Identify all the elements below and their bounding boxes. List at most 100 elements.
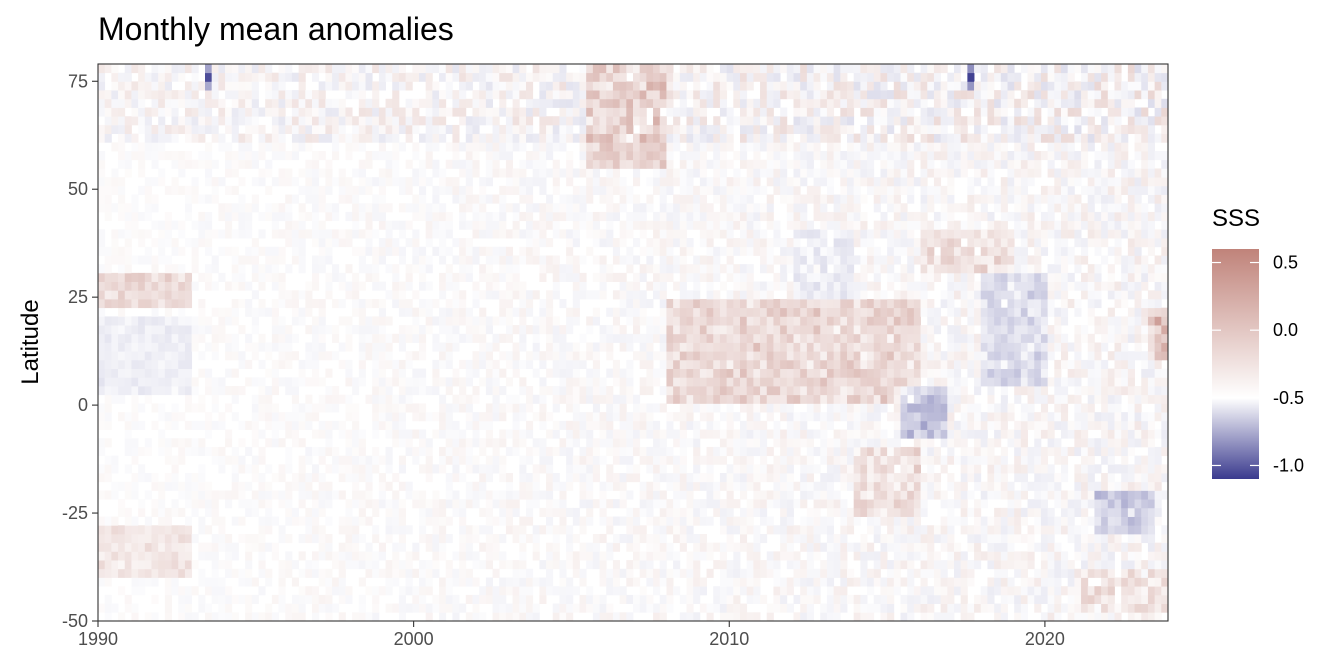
heatmap-cell — [419, 516, 427, 526]
heatmap-cell — [746, 333, 754, 343]
heatmap-cell — [639, 499, 647, 509]
heatmap-cell — [271, 403, 279, 413]
heatmap-cell — [706, 333, 714, 343]
heatmap-cell — [579, 351, 587, 361]
heatmap-cell — [291, 403, 300, 413]
heatmap-cell — [258, 307, 266, 317]
heatmap-cell — [633, 325, 641, 335]
heatmap-cell — [271, 420, 279, 430]
heatmap-cell — [218, 586, 226, 596]
heatmap-cell — [205, 342, 213, 352]
heatmap-cell — [800, 412, 808, 422]
heatmap-cell — [225, 220, 233, 230]
heatmap-cell — [392, 368, 400, 378]
heatmap-cell — [225, 90, 233, 100]
heatmap-cell — [104, 542, 112, 552]
heatmap-cell — [746, 220, 754, 230]
heatmap-cell — [746, 177, 754, 187]
heatmap-cell — [191, 116, 199, 126]
heatmap-cell — [572, 307, 580, 317]
heatmap-cell — [800, 359, 808, 370]
heatmap-cell — [760, 429, 768, 439]
heatmap-cell — [184, 333, 193, 343]
heatmap-cell — [726, 586, 734, 596]
heatmap-cell — [532, 577, 540, 587]
heatmap-cell — [679, 612, 687, 622]
heatmap-cell — [98, 577, 106, 587]
heatmap-cell — [586, 429, 594, 439]
heatmap-cell — [706, 229, 714, 239]
heatmap-cell — [599, 290, 607, 300]
heatmap-cell — [358, 368, 366, 378]
heatmap-cell — [559, 368, 567, 378]
heatmap-cell — [693, 281, 701, 291]
heatmap-cell — [225, 151, 233, 161]
heatmap-cell — [626, 342, 634, 352]
heatmap-cell — [693, 516, 701, 526]
heatmap-cell — [532, 333, 540, 343]
heatmap-cell — [586, 81, 594, 91]
heatmap-cell — [332, 116, 340, 126]
heatmap-cell — [358, 124, 366, 135]
heatmap-cell — [740, 446, 748, 457]
heatmap-cell — [726, 386, 734, 396]
heatmap-cell — [118, 72, 126, 82]
heatmap-cell — [646, 533, 654, 544]
heatmap-cell — [265, 420, 273, 430]
heatmap-cell — [205, 551, 213, 561]
heatmap-cell — [225, 333, 233, 343]
heatmap-cell — [606, 577, 614, 587]
heatmap-cell — [546, 124, 554, 135]
heatmap-cell — [271, 412, 279, 422]
heatmap-cell — [459, 533, 467, 544]
heatmap-cell — [352, 168, 360, 178]
heatmap-cell — [693, 142, 701, 152]
heatmap-cell — [706, 568, 714, 578]
heatmap-cell — [332, 298, 340, 309]
heatmap-cell — [512, 307, 520, 317]
heatmap-cell — [612, 359, 621, 370]
heatmap-cell — [793, 420, 801, 430]
heatmap-cell — [472, 481, 480, 491]
heatmap-cell — [98, 264, 106, 274]
heatmap-cell — [124, 325, 132, 335]
heatmap-cell — [291, 229, 300, 239]
heatmap-cell — [318, 568, 326, 578]
heatmap-cell — [385, 429, 393, 439]
heatmap-cell — [144, 533, 152, 544]
heatmap-cell — [706, 446, 714, 457]
heatmap-cell — [131, 586, 139, 596]
heatmap-cell — [699, 133, 707, 143]
heatmap-cell — [251, 272, 259, 282]
heatmap-cell — [526, 98, 534, 108]
heatmap-cell — [505, 359, 514, 370]
heatmap-cell — [285, 455, 293, 465]
heatmap-cell — [405, 560, 413, 570]
heatmap-cell — [231, 368, 239, 378]
heatmap-cell — [439, 412, 447, 422]
heatmap-cell — [452, 368, 460, 378]
heatmap-cell — [131, 229, 139, 239]
heatmap-cell — [800, 124, 808, 135]
heatmap-cell — [225, 281, 233, 291]
heatmap-cell — [144, 203, 152, 213]
heatmap-cell — [806, 429, 814, 439]
heatmap-cell — [766, 429, 774, 439]
heatmap-cell — [780, 142, 788, 152]
heatmap-cell — [231, 568, 239, 578]
heatmap-cell — [305, 403, 313, 413]
heatmap-cell — [412, 446, 420, 457]
heatmap-cell — [425, 446, 433, 457]
heatmap-cell — [666, 168, 674, 178]
heatmap-cell — [412, 333, 420, 343]
heatmap-cell — [499, 133, 507, 143]
heatmap-cell — [612, 159, 621, 169]
heatmap-cell — [278, 342, 286, 352]
heatmap-cell — [626, 194, 634, 204]
heatmap-cell — [291, 429, 300, 439]
heatmap-cell — [171, 438, 179, 448]
heatmap-cell — [238, 264, 246, 274]
heatmap-cell — [385, 394, 393, 404]
heatmap-cell — [760, 298, 768, 309]
heatmap-cell — [552, 368, 560, 378]
